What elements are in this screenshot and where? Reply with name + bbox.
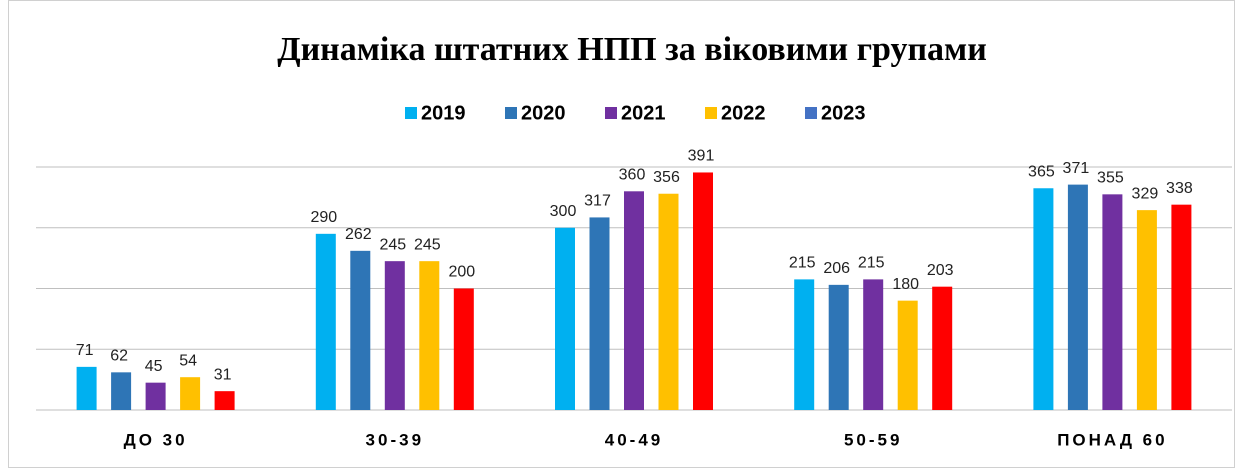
value-label: 71: [76, 342, 94, 359]
x-tick-label: ПОНАД 60: [1057, 430, 1167, 449]
x-tick-label: 40-49: [605, 430, 663, 449]
value-label: 215: [789, 255, 816, 272]
bar: [1136, 210, 1157, 410]
chart-frame: [8, 0, 1235, 468]
legend-label: 2021: [621, 102, 666, 124]
value-label: 338: [1166, 180, 1193, 197]
value-label: 203: [927, 262, 954, 279]
value-label: 180: [892, 276, 919, 293]
value-label: 290: [310, 209, 337, 226]
legend-label: 2022: [721, 102, 766, 124]
x-tick-label: 50-59: [844, 430, 902, 449]
value-label: 206: [823, 260, 850, 277]
legend-swatch: [405, 107, 417, 119]
value-label: 365: [1028, 163, 1055, 180]
bar: [384, 261, 405, 410]
bar: [1067, 184, 1088, 410]
x-tick-label: 30-39: [366, 430, 424, 449]
value-label: 329: [1132, 185, 1159, 202]
value-label: 54: [179, 352, 197, 369]
bar: [453, 288, 474, 410]
legend-label: 2023: [821, 102, 866, 124]
legend-swatch: [805, 107, 817, 119]
value-label: 245: [379, 236, 406, 253]
value-label: 356: [653, 169, 680, 186]
bar: [180, 377, 201, 410]
bar: [897, 300, 918, 410]
legend-swatch: [705, 107, 717, 119]
legend-swatch: [605, 107, 617, 119]
bar: [76, 366, 97, 410]
bar: [145, 382, 166, 410]
bar: [932, 286, 953, 410]
bar: [350, 250, 371, 410]
value-label: 62: [110, 348, 128, 365]
value-label: 317: [584, 193, 611, 210]
bar: [1171, 204, 1192, 410]
bar: [658, 193, 679, 410]
bar: [828, 284, 849, 410]
legend-label: 2020: [521, 102, 566, 124]
bar: [315, 233, 336, 410]
value-label: 360: [619, 167, 646, 184]
chart-title: Динаміка штатних НПП за віковими групами: [277, 31, 987, 68]
bar: [214, 391, 235, 410]
bar: [419, 261, 440, 410]
value-label: 215: [858, 255, 885, 272]
value-label: 355: [1097, 170, 1124, 187]
legend-swatch: [505, 107, 517, 119]
value-label: 262: [345, 226, 372, 243]
legend-label: 2019: [421, 102, 466, 124]
bar: [1102, 194, 1123, 410]
bar: [693, 172, 713, 410]
value-label: 45: [145, 358, 163, 375]
value-label: 391: [688, 148, 715, 165]
bar: [589, 217, 610, 410]
bar: [863, 279, 884, 410]
x-tick-label: ДО 30: [124, 430, 188, 449]
value-label: 245: [414, 236, 441, 253]
bar: [555, 227, 575, 410]
bar: [794, 279, 815, 410]
value-label: 31: [214, 366, 232, 383]
value-label: 300: [550, 203, 577, 220]
bar: [1033, 188, 1054, 410]
bar: [111, 372, 132, 410]
value-label: 200: [448, 264, 475, 281]
value-label: 371: [1063, 160, 1090, 177]
bar: [624, 191, 644, 410]
